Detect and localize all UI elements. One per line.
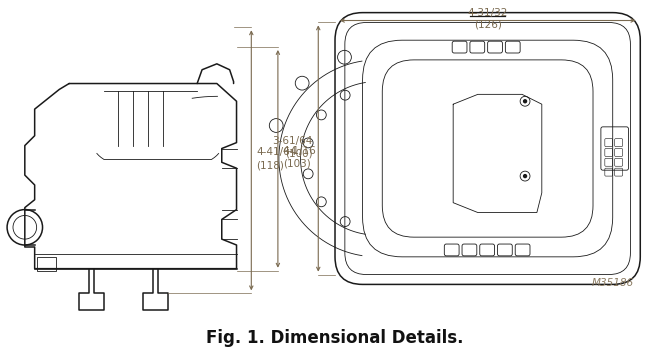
Text: M35186: M35186 bbox=[591, 278, 633, 288]
FancyBboxPatch shape bbox=[335, 13, 640, 284]
Text: 4-1/16: 4-1/16 bbox=[282, 146, 317, 156]
Text: 4-31/32: 4-31/32 bbox=[468, 8, 508, 17]
Text: 3-61/64: 3-61/64 bbox=[272, 136, 313, 146]
Text: (118): (118) bbox=[256, 160, 284, 170]
Text: (126): (126) bbox=[474, 19, 502, 29]
Text: (103): (103) bbox=[282, 159, 311, 169]
Text: Fig. 1. Dimensional Details.: Fig. 1. Dimensional Details. bbox=[206, 329, 464, 347]
Bar bbox=[37, 257, 56, 270]
Text: 4-41/64: 4-41/64 bbox=[256, 147, 297, 158]
Text: (100): (100) bbox=[285, 149, 313, 158]
Circle shape bbox=[523, 175, 527, 178]
Circle shape bbox=[523, 100, 527, 103]
